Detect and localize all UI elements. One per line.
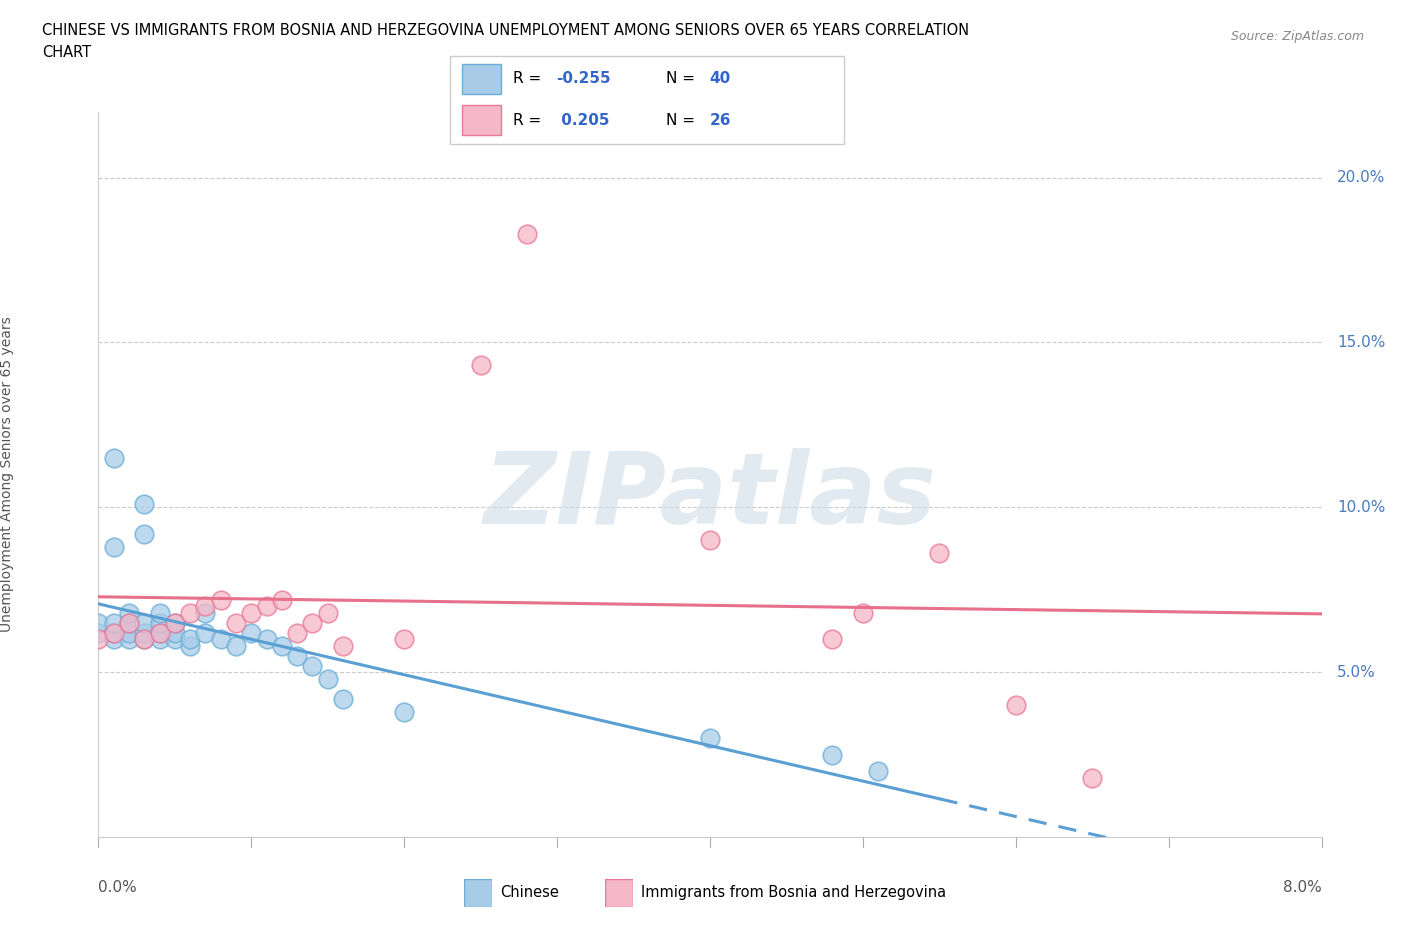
Point (316, 605, 339, 620)
Point (1004, 698, 1026, 712)
Point (332, 691, 354, 706)
Point (699, 731, 721, 746)
Point (103, 539, 125, 554)
Point (149, 605, 172, 620)
Point (149, 625, 172, 640)
Text: -0.255: -0.255 (557, 72, 610, 86)
Text: R =: R = (513, 72, 546, 86)
Point (118, 605, 141, 620)
Point (103, 625, 125, 640)
Point (134, 631, 156, 646)
Point (134, 526, 156, 541)
Point (149, 625, 172, 640)
Point (163, 625, 186, 640)
Point (118, 616, 141, 631)
Point (316, 671, 339, 686)
Text: Unemployment Among Seniors over 65 years: Unemployment Among Seniors over 65 years (0, 316, 14, 632)
Point (209, 631, 232, 646)
Point (240, 625, 263, 640)
Point (470, 358, 492, 373)
Text: ZIPatlas: ZIPatlas (484, 447, 936, 545)
Point (852, 605, 875, 620)
Point (163, 616, 186, 631)
Text: 10.0%: 10.0% (1337, 499, 1385, 515)
Point (868, 764, 890, 778)
Text: CHINESE VS IMMIGRANTS FROM BOSNIA AND HERZEGOVINA UNEMPLOYMENT AMONG SENIORS OVE: CHINESE VS IMMIGRANTS FROM BOSNIA AND HE… (42, 23, 969, 38)
Text: 0.205: 0.205 (557, 113, 610, 127)
Point (163, 631, 186, 646)
Point (256, 631, 278, 646)
Text: Source: ZipAtlas.com: Source: ZipAtlas.com (1230, 30, 1364, 43)
Point (149, 616, 172, 631)
Text: N =: N = (666, 72, 700, 86)
Point (516, 226, 538, 241)
Text: 40: 40 (710, 72, 731, 86)
Bar (461, 105, 501, 136)
Point (134, 616, 156, 631)
Text: CHART: CHART (42, 45, 91, 60)
Point (821, 747, 844, 762)
Text: Immigrants from Bosnia and Herzegovina: Immigrants from Bosnia and Herzegovina (641, 885, 946, 900)
Text: R =: R = (513, 113, 546, 127)
Point (270, 638, 294, 653)
Point (332, 638, 354, 653)
Point (301, 616, 323, 631)
Point (392, 704, 416, 719)
Point (87, 625, 110, 640)
Point (103, 631, 125, 646)
Point (163, 616, 186, 631)
Point (134, 631, 156, 646)
Point (103, 616, 125, 631)
Point (103, 450, 125, 465)
Point (118, 631, 141, 646)
Point (928, 546, 950, 561)
Text: 0.0%: 0.0% (98, 880, 138, 895)
Text: Chinese: Chinese (501, 885, 560, 900)
Point (118, 616, 141, 631)
Point (285, 625, 308, 640)
Point (301, 658, 323, 673)
Point (270, 592, 294, 607)
Point (240, 605, 263, 620)
Point (194, 625, 217, 640)
Point (179, 605, 201, 620)
Point (194, 605, 217, 620)
Point (392, 631, 416, 646)
Point (285, 648, 308, 663)
Point (1081, 770, 1104, 785)
Point (179, 638, 201, 653)
Text: 5.0%: 5.0% (1337, 665, 1375, 680)
Point (256, 599, 278, 614)
Point (134, 625, 156, 640)
Point (209, 592, 232, 607)
Point (194, 599, 217, 614)
Text: 20.0%: 20.0% (1337, 170, 1385, 185)
Text: 26: 26 (710, 113, 731, 127)
Point (87, 616, 110, 631)
Text: 8.0%: 8.0% (1282, 880, 1322, 895)
Point (118, 625, 141, 640)
Text: N =: N = (666, 113, 700, 127)
Point (149, 631, 172, 646)
Point (103, 625, 125, 640)
Point (225, 638, 247, 653)
Bar (461, 64, 501, 94)
Point (134, 497, 156, 512)
Point (821, 631, 844, 646)
Point (87, 631, 110, 646)
Text: 15.0%: 15.0% (1337, 335, 1385, 350)
Point (225, 616, 247, 631)
Point (179, 631, 201, 646)
Point (699, 533, 721, 548)
